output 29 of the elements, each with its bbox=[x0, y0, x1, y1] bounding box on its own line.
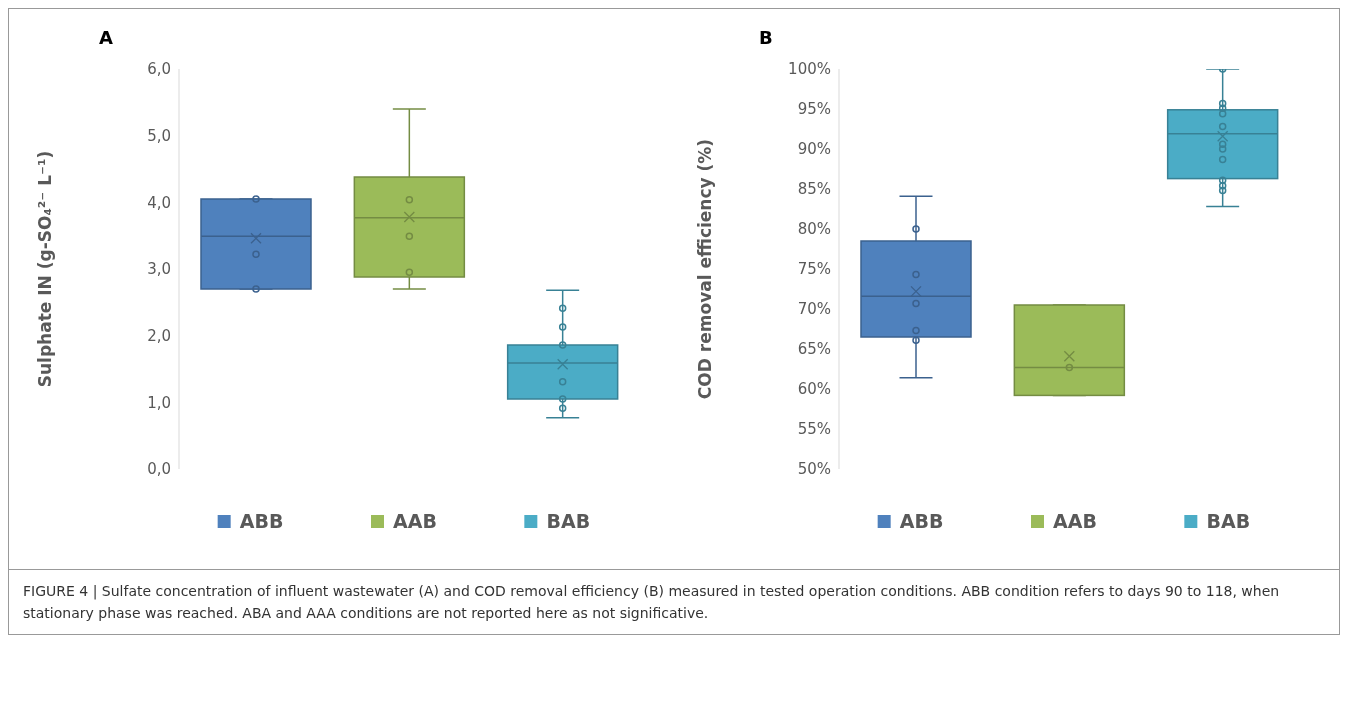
y-tick-label: 90% bbox=[797, 140, 831, 159]
y-tick-label: 85% bbox=[797, 180, 831, 199]
y-axis-title: Sulphate IN (g-SO₄²⁻ L⁻¹) bbox=[35, 150, 55, 388]
y-tick-label: 2,0 bbox=[147, 326, 171, 345]
x-tick-label: BAB bbox=[546, 510, 591, 532]
y-tick-label: 5,0 bbox=[147, 126, 171, 145]
y-tick-label: 55% bbox=[797, 420, 831, 439]
y-tick-label: 75% bbox=[797, 260, 831, 279]
y-tick-label: 95% bbox=[797, 100, 831, 119]
y-tick-label: 60% bbox=[797, 380, 831, 399]
x-tick-label: ABB bbox=[899, 510, 944, 532]
y-tick-label: 50% bbox=[797, 460, 831, 479]
caption: FIGURE 4 | Sulfate concentration of influent wastewater (A) and COD removal efficiency (B) measured in tested operation conditions. ABB condition refers to days 90 to 118, when stationary phase was reached. ABA and AAA conditions are not reported here as not significative. bbox=[9, 569, 1339, 634]
chart-title: A bbox=[99, 27, 113, 48]
x-tick-label: AAB bbox=[1053, 510, 1097, 532]
y-tick-label: 4,0 bbox=[147, 193, 171, 212]
y-axis-title: COD removal efficiency (%) bbox=[695, 138, 715, 400]
x-tick-label: ABB bbox=[239, 510, 284, 532]
chart-title: B bbox=[759, 27, 773, 48]
y-tick-label: 6,0 bbox=[147, 60, 171, 79]
y-tick-label: 80% bbox=[797, 220, 831, 239]
y-tick-label: 1,0 bbox=[147, 393, 171, 412]
y-tick-label: 3,0 bbox=[147, 260, 171, 279]
y-tick-label: 100% bbox=[788, 60, 831, 79]
x-tick-label: BAB bbox=[1206, 510, 1251, 532]
y-tick-label: 65% bbox=[797, 340, 831, 359]
x-tick-label: AAB bbox=[393, 510, 437, 532]
y-tick-label: 0,0 bbox=[147, 460, 171, 479]
y-tick-label: 70% bbox=[797, 300, 831, 319]
